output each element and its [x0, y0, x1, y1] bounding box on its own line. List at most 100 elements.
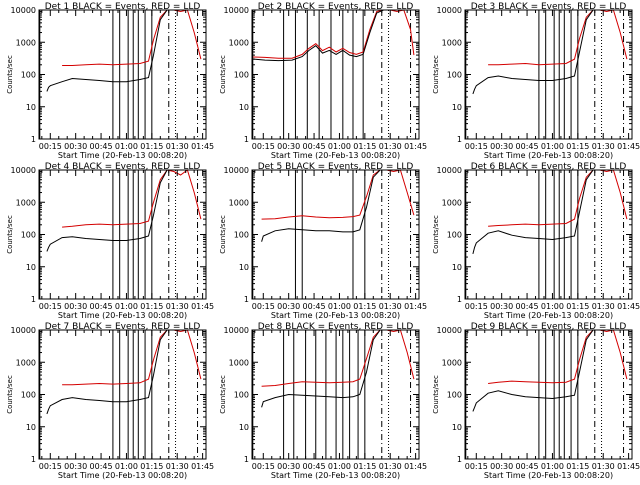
x-tick-label: 00:15 — [252, 142, 275, 151]
y-tick-label: 1000 — [229, 198, 249, 207]
panel-title: Det 3 BLACK = Events, RED = LLD — [471, 2, 627, 12]
events-series-line — [472, 9, 600, 95]
x-tick-label: 01:45 — [617, 462, 640, 471]
x-tick-label: 01:00 — [328, 462, 351, 471]
y-tick-label: 10 — [452, 423, 462, 432]
y-tick-label: 10 — [452, 103, 462, 112]
lld-series-line — [488, 329, 628, 384]
x-tick-label: 00:15 — [465, 302, 488, 311]
y-tick-label: 10 — [452, 263, 462, 272]
x-axis-label: Start Time (20-Feb-13 00:08:20) — [58, 151, 187, 160]
y-tick-label: 100 — [234, 391, 249, 400]
y-tick-label: 1000 — [16, 198, 36, 207]
x-tick-label: 01:30 — [166, 462, 189, 471]
x-tick-label: 01:30 — [379, 302, 402, 311]
x-tick-label: 01:45 — [404, 302, 427, 311]
plot-frame — [251, 169, 420, 300]
x-axis-label: Start Time (20-Feb-13 00:08:20) — [58, 311, 187, 320]
x-axis-label: Start Time (20-Feb-13 00:08:20) — [484, 471, 613, 480]
lld-series-line — [62, 329, 202, 386]
y-tick-label: 10000 — [224, 166, 249, 175]
y-tick-label: 1 — [457, 455, 462, 464]
y-tick-label: 1000 — [16, 358, 36, 367]
x-tick-label: 01:30 — [379, 462, 402, 471]
y-axis-label: Counts/sec — [6, 215, 14, 254]
x-tick-label: 00:45 — [90, 302, 113, 311]
detector-panel-6: 1 10 100 1000 10000 00:15 00:30 00:45 01:00 01:15… — [432, 162, 640, 320]
y-tick-label: 10 — [26, 103, 36, 112]
x-axis-label: Start Time (20-Feb-13 00:08:20) — [271, 151, 400, 160]
panel-title: Det 7 BLACK = Events, RED = LLD — [45, 322, 201, 332]
plot-frame — [38, 9, 207, 140]
lld-series-line — [253, 9, 415, 59]
x-tick-label: 01:45 — [617, 302, 640, 311]
x-axis-label: Start Time (20-Feb-13 00:08:20) — [484, 151, 613, 160]
x-tick-label: 00:30 — [64, 302, 87, 311]
events-series-line — [253, 9, 391, 62]
x-tick-label: 00:15 — [465, 462, 488, 471]
x-tick-label: 01:00 — [328, 142, 351, 151]
y-axis-label: Counts/sec — [432, 55, 440, 94]
events-series-line — [261, 169, 387, 242]
plot-frame — [38, 329, 207, 460]
x-tick-label: 01:45 — [617, 142, 640, 151]
detector-panel-3: 1 10 100 1000 10000 00:15 00:30 00:45 01:00 01:15… — [432, 2, 640, 160]
panel-title: Det 8 BLACK = Events, RED = LLD — [258, 322, 414, 332]
events-series-line — [472, 329, 600, 412]
plot-frame — [464, 169, 633, 300]
y-tick-label: 100 — [21, 231, 36, 240]
events-series-line — [472, 169, 600, 255]
y-tick-label: 10000 — [437, 166, 462, 175]
x-tick-label: 01:45 — [404, 142, 427, 151]
x-tick-label: 00:45 — [90, 462, 113, 471]
lld-series-line — [261, 329, 415, 387]
plot-frame — [464, 329, 633, 460]
lld-series-line — [488, 169, 628, 227]
plot-frame — [251, 329, 420, 460]
x-tick-label: 00:45 — [303, 142, 326, 151]
y-tick-label: 1 — [244, 455, 249, 464]
y-axis-label: Counts/sec — [6, 55, 14, 94]
x-tick-label: 00:15 — [465, 142, 488, 151]
y-tick-label: 1 — [244, 135, 249, 144]
x-tick-label: 01:45 — [191, 142, 214, 151]
x-tick-label: 00:45 — [516, 462, 539, 471]
y-tick-label: 10 — [26, 423, 36, 432]
lld-series-line — [62, 9, 202, 66]
y-tick-label: 1000 — [442, 38, 462, 47]
panel-title: Det 1 BLACK = Events, RED = LLD — [45, 2, 201, 12]
events-series-line — [46, 329, 174, 415]
x-tick-label: 01:45 — [191, 302, 214, 311]
x-tick-label: 01:30 — [166, 142, 189, 151]
x-tick-label: 00:30 — [277, 302, 300, 311]
x-tick-label: 01:00 — [541, 462, 564, 471]
x-tick-label: 00:15 — [252, 462, 275, 471]
x-tick-label: 01:00 — [541, 302, 564, 311]
y-tick-label: 10000 — [224, 6, 249, 15]
x-tick-label: 01:15 — [353, 462, 376, 471]
y-tick-label: 1000 — [229, 358, 249, 367]
y-tick-label: 10000 — [11, 326, 36, 335]
y-tick-label: 10 — [26, 263, 36, 272]
panel-title: Det 6 BLACK = Events, RED = LLD — [471, 162, 627, 172]
y-tick-label: 10000 — [11, 166, 36, 175]
lld-series-line — [488, 9, 628, 66]
x-tick-label: 00:45 — [90, 142, 113, 151]
x-tick-label: 00:30 — [490, 462, 513, 471]
x-tick-label: 00:15 — [39, 142, 62, 151]
events-series-line — [261, 329, 387, 408]
x-tick-label: 00:30 — [277, 142, 300, 151]
y-tick-label: 10 — [239, 423, 249, 432]
y-tick-label: 10000 — [224, 326, 249, 335]
y-tick-label: 10 — [239, 103, 249, 112]
y-tick-label: 100 — [234, 71, 249, 80]
x-tick-label: 00:45 — [303, 302, 326, 311]
lld-series-line — [62, 169, 202, 228]
lld-series-line — [261, 169, 415, 220]
x-tick-label: 01:30 — [592, 302, 615, 311]
x-tick-label: 01:00 — [115, 302, 138, 311]
detector-panel-4: 1 10 100 1000 10000 00:15 00:30 00:45 01:00 01:15… — [6, 162, 214, 320]
plot-frame — [464, 9, 633, 140]
y-tick-label: 1 — [457, 295, 462, 304]
x-tick-label: 01:45 — [404, 462, 427, 471]
